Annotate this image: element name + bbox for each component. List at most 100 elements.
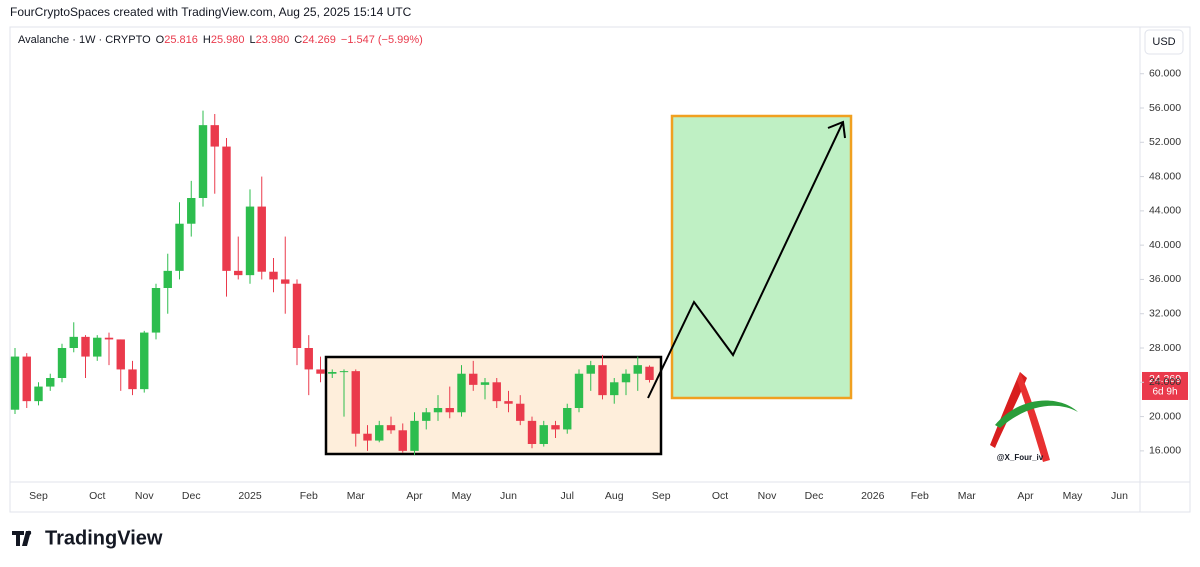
candle-body (69, 336, 78, 348)
candle-body (504, 401, 513, 404)
x-tick-label: 2026 (861, 490, 885, 502)
candle-body (34, 386, 43, 402)
candle-body (328, 372, 337, 374)
candle-body (469, 373, 478, 385)
arrow-head (827, 120, 846, 139)
candle-body (586, 365, 595, 374)
y-tick-label: 24.000 (1149, 376, 1181, 388)
candle-body (375, 425, 384, 441)
ohlc-value: 23.980 (256, 34, 290, 46)
x-tick-label: Oct (89, 490, 105, 502)
x-tick-label: Mar (958, 490, 977, 502)
x-tick-label: May (452, 490, 473, 502)
candle-body (351, 371, 360, 434)
candle-body (598, 365, 607, 396)
x-tick-label: Jun (1111, 490, 1128, 502)
candle-body (539, 425, 548, 444)
x-tick-label: Apr (1017, 490, 1034, 502)
x-tick-label: Mar (347, 490, 366, 502)
candle-body (339, 371, 349, 373)
x-tick-label: Oct (712, 490, 728, 502)
change: −1.547 (−5.99%) (341, 34, 423, 46)
x-tick-label: Feb (300, 490, 318, 502)
candle-body (386, 425, 396, 431)
currency-label[interactable]: USD (1152, 36, 1175, 48)
symbol: Avalanche · 1W · CRYPTO (18, 34, 151, 46)
candle-body (422, 412, 431, 421)
ohlc-value: 24.269 (302, 34, 336, 46)
y-tick-label: 32.000 (1149, 307, 1181, 319)
candle-body (81, 336, 90, 357)
candle-body (234, 270, 243, 276)
candle-body (610, 382, 619, 396)
ohlc-value: 25.816 (164, 34, 198, 46)
x-tick-label: Apr (406, 490, 423, 502)
candle-body (645, 366, 654, 380)
watermark-text: @X_Four_iv (997, 453, 1044, 462)
target-box (670, 114, 853, 400)
ohlc-label: O (156, 34, 165, 46)
ohlc-label: C (294, 34, 302, 46)
x-tick-label: Nov (135, 490, 154, 502)
y-tick-label: 44.000 (1149, 205, 1181, 217)
candle-body (281, 279, 290, 284)
candle-body (245, 206, 255, 276)
y-tick-label: 52.000 (1149, 136, 1181, 148)
candle-body (104, 337, 114, 340)
x-tick-label: Feb (911, 490, 929, 502)
candle-body (480, 382, 490, 385)
y-tick-label: 60.000 (1149, 67, 1181, 79)
candle-body (433, 408, 443, 413)
candle-body (563, 408, 572, 430)
candle-body (457, 373, 466, 413)
brand-logo (12, 530, 32, 546)
currency-button[interactable] (1144, 29, 1184, 55)
candle-body (574, 373, 584, 408)
candle-body (93, 337, 102, 357)
candle-body (222, 146, 231, 271)
price-tag-value: 24.269 (1149, 373, 1181, 385)
candle-body (316, 369, 325, 374)
brand-name: TradingView (45, 527, 163, 549)
y-tick-label: 16.000 (1149, 445, 1181, 457)
candle-body (57, 348, 67, 378)
x-tick-label: Sep (29, 490, 48, 502)
y-tick-label: 28.000 (1149, 342, 1181, 354)
candle-body (292, 283, 302, 348)
x-tick-label: Dec (182, 490, 201, 502)
candle-body (527, 420, 537, 444)
candle-body (398, 430, 407, 451)
candle-body (163, 270, 172, 288)
x-tick-label: Aug (605, 490, 624, 502)
candle-body (128, 369, 137, 390)
candle-body (116, 339, 125, 370)
candle-body (151, 288, 161, 333)
candle-body (210, 125, 219, 147)
x-tick-label: Jul (561, 490, 574, 502)
candle-body (445, 408, 454, 413)
candle-body (10, 356, 20, 410)
y-tick-label: 36.000 (1149, 273, 1181, 285)
y-tick-label: 48.000 (1149, 170, 1181, 182)
x-tick-label: 2025 (238, 490, 262, 502)
candle-body (363, 433, 372, 441)
y-tick-label: 40.000 (1149, 239, 1181, 251)
candle-body (551, 425, 560, 430)
projection-arrow (647, 121, 844, 399)
candle-body (410, 420, 419, 451)
candle-body (22, 356, 31, 402)
price-tag (1142, 371, 1188, 400)
price-tag-countdown: 6d 9h (1152, 387, 1177, 398)
candle-body (516, 403, 525, 421)
y-tick-label: 20.000 (1149, 410, 1181, 422)
candle-body (633, 365, 642, 374)
x-tick-label: Jun (500, 490, 517, 502)
symbol-legend: Avalanche · 1W · CRYPTO O25.816 H25.980 L23… (18, 34, 423, 46)
credit: FourCryptoSpaces created with TradingVie… (10, 5, 412, 19)
candle-body (46, 378, 55, 387)
x-tick-label: Nov (758, 490, 777, 502)
ohlc-label: L (250, 34, 256, 46)
candle-body (187, 198, 196, 224)
